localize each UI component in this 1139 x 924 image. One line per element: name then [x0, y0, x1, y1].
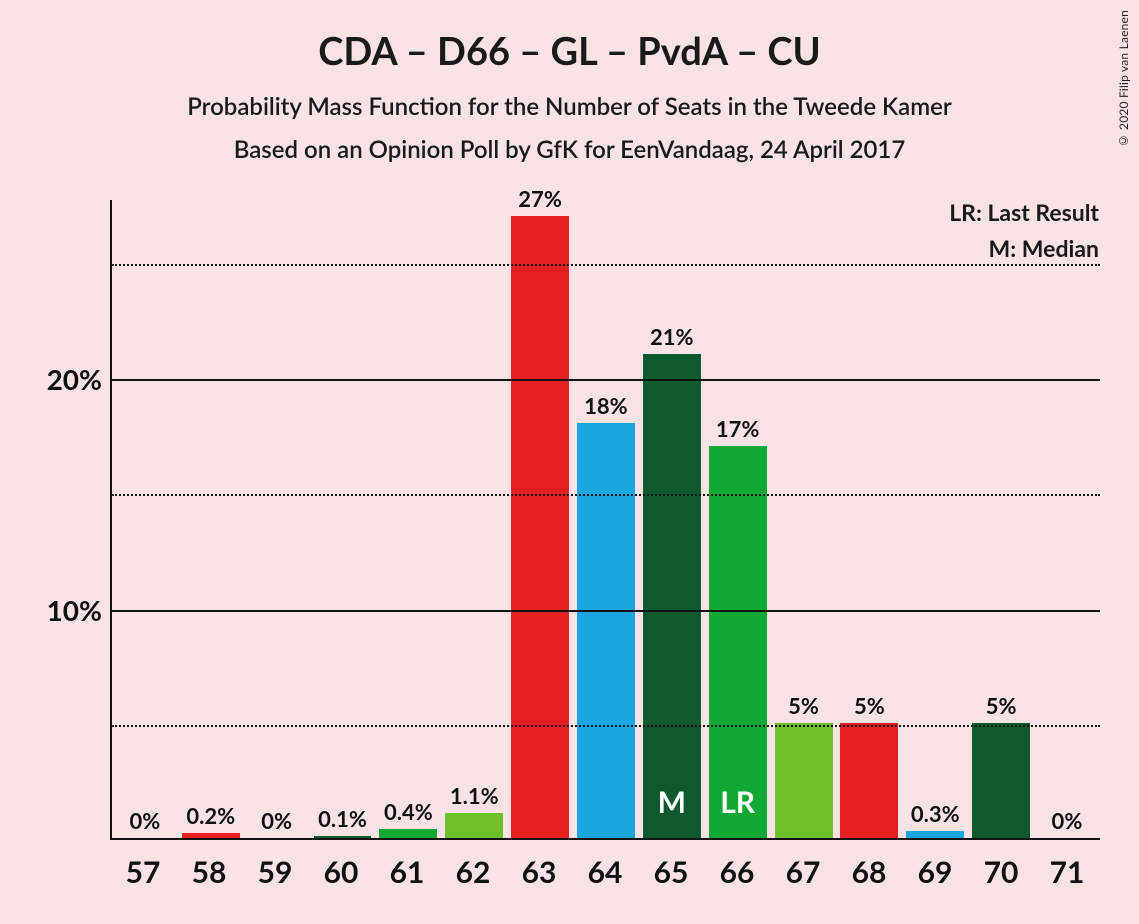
bar-value-label: 21%	[650, 323, 694, 350]
bar-value-label: 0.1%	[318, 805, 367, 832]
x-tick-label: 68	[836, 854, 902, 890]
x-tick-label: 66	[704, 854, 770, 890]
bar-value-label: 0.4%	[384, 798, 433, 825]
copyright-label: © 2020 Filip van Laenen	[1116, 10, 1131, 148]
bar-value-label: 5%	[788, 692, 819, 719]
bar-value-label: 0%	[1052, 807, 1083, 834]
bar: 0.4%	[379, 829, 437, 838]
bar-inner-label: LR	[720, 784, 755, 820]
bar-column: 1.1%	[441, 200, 507, 838]
bar-value-label: 0.2%	[186, 802, 235, 829]
bar-column: 18%	[573, 200, 639, 838]
chart-subtitle-2: Based on an Opinion Poll by GfK for EenV…	[0, 135, 1139, 164]
bar-column: 0%	[244, 200, 310, 838]
bar-inner-label: M	[658, 784, 686, 820]
chart-title: CDA – D66 – GL – PvdA – CU	[0, 0, 1139, 74]
bar-column: 0.4%	[375, 200, 441, 838]
bar: 17%LR	[709, 446, 767, 838]
bar: 5%	[840, 723, 898, 838]
bar-column: 5%	[968, 200, 1034, 838]
bar-value-label: 17%	[716, 415, 760, 442]
bar-value-label: 27%	[518, 185, 562, 212]
gridline-major	[112, 379, 1100, 381]
bar-column: 0%	[112, 200, 178, 838]
bars-container: 0%0.2%0%0.1%0.4%1.1%27%18%21%M17%LR5%5%0…	[112, 200, 1100, 838]
x-tick-label: 70	[968, 854, 1034, 890]
bar-column: 5%	[771, 200, 837, 838]
bar-column: 27%	[507, 200, 573, 838]
x-tick-label: 69	[902, 854, 968, 890]
bar: 0.1%	[314, 836, 372, 838]
bar-column: 0%	[1034, 200, 1100, 838]
bar-column: 0.2%	[178, 200, 244, 838]
x-tick-label: 58	[176, 854, 242, 890]
x-tick-label: 57	[110, 854, 176, 890]
bar-column: 0.3%	[902, 200, 968, 838]
bar: 27%	[511, 216, 569, 838]
bar-value-label: 5%	[986, 692, 1017, 719]
x-tick-label: 71	[1034, 854, 1100, 890]
bar-value-label: 1.1%	[450, 782, 499, 809]
plot-area: 0%0.2%0%0.1%0.4%1.1%27%18%21%M17%LR5%5%0…	[110, 200, 1100, 840]
x-tick-label: 67	[770, 854, 836, 890]
bar-value-label: 0%	[130, 807, 161, 834]
y-tick-label: 10%	[22, 593, 102, 627]
x-tick-label: 65	[638, 854, 704, 890]
bar-column: 0.1%	[310, 200, 376, 838]
bar-value-label: 18%	[584, 392, 628, 419]
gridline-minor	[112, 725, 1100, 727]
chart-area: 0%0.2%0%0.1%0.4%1.1%27%18%21%M17%LR5%5%0…	[110, 200, 1100, 840]
bar-column: 21% M	[639, 200, 705, 838]
x-tick-label: 64	[572, 854, 638, 890]
bar-value-label: 5%	[854, 692, 885, 719]
x-tick-label: 60	[308, 854, 374, 890]
bar: 0.3%	[906, 831, 964, 838]
gridline-major	[112, 610, 1100, 612]
x-tick-label: 62	[440, 854, 506, 890]
gridline-minor	[112, 264, 1100, 266]
bar: 5%	[972, 723, 1030, 838]
chart-subtitle-1: Probability Mass Function for the Number…	[0, 92, 1139, 121]
y-tick-label: 20%	[22, 362, 102, 396]
x-tick-label: 59	[242, 854, 308, 890]
bar: 5%	[775, 723, 833, 838]
gridline-minor	[112, 494, 1100, 496]
x-axis-labels: 575859606162636465666768697071	[110, 854, 1100, 890]
bar: 21%M	[643, 354, 701, 838]
bar-value-label: 0.3%	[911, 800, 960, 827]
bar-column: 5%	[836, 200, 902, 838]
bar: 18%	[577, 423, 635, 838]
bar: 0.2%	[182, 833, 240, 838]
bar: 1.1%	[445, 813, 503, 838]
x-tick-label: 63	[506, 854, 572, 890]
x-tick-label: 61	[374, 854, 440, 890]
bar-value-label: 0%	[261, 807, 292, 834]
bar-column: 17% LR	[705, 200, 771, 838]
